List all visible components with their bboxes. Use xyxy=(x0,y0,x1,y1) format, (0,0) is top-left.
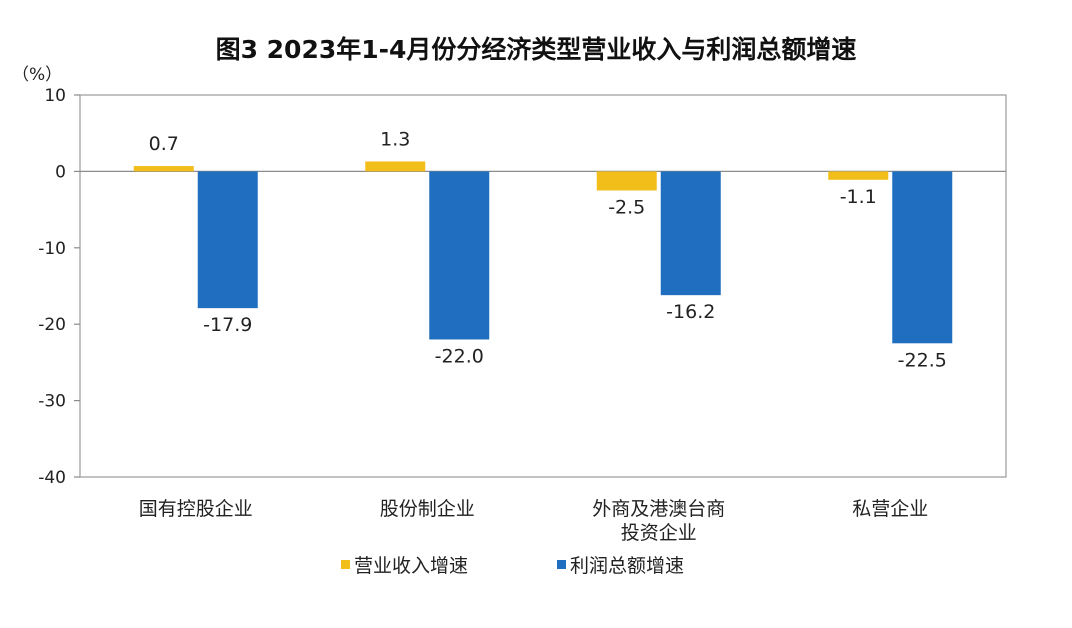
data-label: -17.9 xyxy=(203,314,252,336)
data-label: -1.1 xyxy=(840,186,877,208)
data-label: 1.3 xyxy=(380,128,410,150)
y-tick-label: -40 xyxy=(38,468,66,488)
bar xyxy=(828,171,889,180)
y-tick-label: 0 xyxy=(55,162,66,182)
legend-label: 营业收入增速 xyxy=(354,555,468,577)
data-label: -22.0 xyxy=(435,345,484,367)
y-axis: 10 0 -10 -20 -30 -40 xyxy=(38,86,80,488)
data-labels-group: 0.7 1.3 -2.5 -1.1 -17.9 -22.0 -16.2 -22.5 xyxy=(149,128,947,371)
y-tick-label: 10 xyxy=(44,86,66,106)
y-tick-label: -20 xyxy=(38,315,66,335)
y-tick-label: -10 xyxy=(38,239,66,259)
x-category-label: 投资企业 xyxy=(621,522,697,544)
bar xyxy=(365,161,426,172)
bar xyxy=(429,171,490,340)
legend-swatch xyxy=(557,560,566,569)
bars-group xyxy=(133,161,953,344)
data-label: -22.5 xyxy=(898,349,947,371)
y-axis-unit-label: （%） xyxy=(12,65,62,85)
bar xyxy=(133,166,194,172)
x-category-label: 私营企业 xyxy=(852,498,928,520)
data-label: -16.2 xyxy=(666,301,715,323)
bar xyxy=(892,171,953,344)
bar xyxy=(660,171,721,296)
x-category-label: 股份制企业 xyxy=(380,498,475,520)
legend: 营业收入增速 利润总额增速 xyxy=(341,555,684,577)
data-label: -2.5 xyxy=(608,197,645,219)
bar xyxy=(197,171,258,309)
x-category-label: 外商及港澳台商 xyxy=(592,498,725,520)
plot-area-frame xyxy=(79,94,1007,478)
legend-label: 利润总额增速 xyxy=(570,555,684,577)
data-label: 0.7 xyxy=(149,133,179,155)
y-tick-label: -30 xyxy=(38,392,66,412)
chart-title: 图3 2023年1-4月份分经济类型营业收入与利润总额增速 xyxy=(215,35,857,64)
x-category-label: 国有控股企业 xyxy=(139,498,253,520)
legend-swatch xyxy=(341,560,350,569)
bar xyxy=(596,171,657,191)
